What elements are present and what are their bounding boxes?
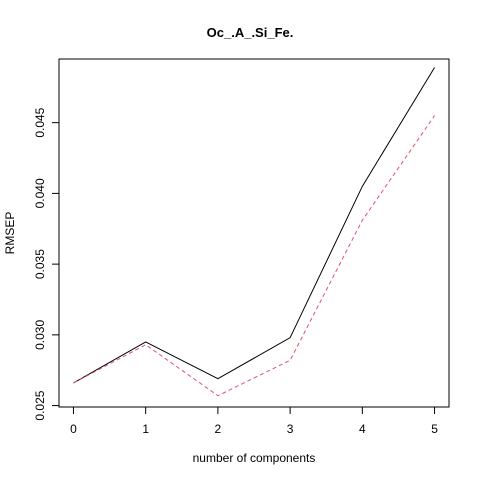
- y-axis-label: RMSEP: [3, 212, 17, 255]
- x-axis: 0 1 2 3 4 5: [70, 407, 438, 436]
- y-tick-label: 0.035: [33, 249, 47, 279]
- x-tick-label: 1: [142, 422, 149, 436]
- y-tick-label: 0.040: [33, 178, 47, 208]
- x-tick-label: 2: [215, 422, 222, 436]
- y-tick-label: 0.045: [33, 107, 47, 137]
- series-layer: [73, 67, 434, 395]
- series-line-1: [73, 67, 434, 382]
- series-line-2: [73, 116, 434, 396]
- chart-title: Oc_.A_.Si_Fe.: [207, 25, 294, 40]
- y-tick-label: 0.025: [33, 390, 47, 420]
- x-axis-label: number of components: [193, 451, 316, 465]
- y-axis: 0.025 0.030 0.035 0.040 0.045: [33, 107, 59, 420]
- x-tick-label: 5: [431, 422, 438, 436]
- x-tick-label: 0: [70, 422, 77, 436]
- y-tick-label: 0.030: [33, 320, 47, 350]
- x-tick-label: 3: [287, 422, 294, 436]
- x-tick-label: 4: [359, 422, 366, 436]
- plot-frame: [59, 59, 449, 407]
